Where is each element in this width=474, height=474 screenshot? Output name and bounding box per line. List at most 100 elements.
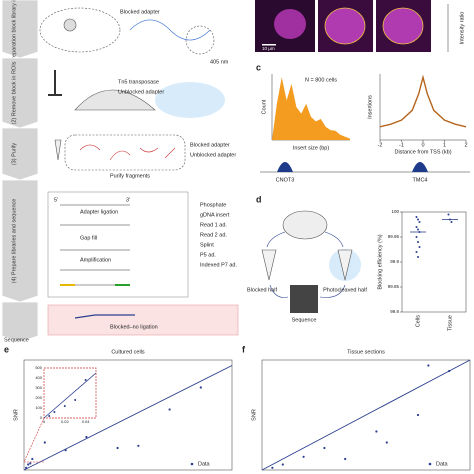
y-axis-label: Blocking efficiency (%)	[377, 234, 383, 289]
point	[31, 457, 34, 461]
annotation: Unblocked adapter	[190, 152, 236, 158]
dot	[415, 226, 418, 228]
plot-frame	[23, 359, 233, 471]
point	[281, 463, 284, 466]
chart-title: Cultured cells	[111, 349, 145, 355]
diagram-label: Blocked half	[247, 287, 277, 293]
cells	[282, 210, 328, 240]
point	[48, 415, 51, 417]
axis-label: Intensity ratio	[459, 12, 465, 45]
chart-title: Tissue sections	[347, 349, 385, 355]
inset-pointer	[23, 417, 45, 463]
dot	[417, 218, 419, 221]
dot	[417, 241, 419, 243]
y-tick-label: 99.85	[388, 284, 400, 289]
y-tick-label: 99.9	[390, 259, 399, 264]
legend-marker	[428, 462, 432, 466]
annotation: Adapter ligation	[80, 209, 118, 215]
x-tick-label: Tissue	[447, 315, 453, 331]
diagram-label: Photocleaved half	[323, 287, 367, 293]
y-tick-label: 99.95	[388, 234, 400, 239]
step-arrow	[1, 57, 39, 129]
point	[427, 364, 430, 367]
x-axis-label: Distance from TSS (kb)	[394, 149, 451, 155]
step-arrow	[1, 127, 39, 181]
annotation: Purify fragments	[110, 173, 150, 179]
fragments	[79, 144, 176, 161]
sequencer	[290, 285, 318, 313]
fit-line	[43, 372, 97, 419]
x-tick-label: 0.02	[61, 419, 70, 424]
dna	[129, 19, 211, 41]
diagram-label: Sequence	[292, 317, 317, 323]
strand-end: 5'	[54, 197, 58, 203]
step-label: (1) Preparation block library in situ	[11, 0, 17, 71]
x-tick-label: 0	[421, 142, 424, 148]
annotation: Blocked adapter	[120, 9, 160, 15]
point	[29, 462, 32, 465]
step-label: (2) Remove block in ROIs	[11, 61, 17, 124]
x-tick-label: 2	[464, 142, 467, 148]
annotation: Read 2 ad.	[200, 232, 227, 238]
cell-shape	[74, 89, 156, 111]
y-tick-label: 100	[35, 405, 42, 410]
annotation: Blocked–no ligation	[110, 324, 158, 330]
legend-marker	[190, 462, 194, 466]
nucleus	[382, 7, 424, 45]
plot-frame	[261, 359, 471, 471]
dot	[450, 221, 453, 223]
point	[84, 379, 87, 381]
nucleus	[324, 7, 366, 45]
x-tick-label: -2	[378, 142, 383, 148]
y-tick-label: 100	[391, 209, 399, 214]
y-axis-label: SNR	[251, 409, 257, 421]
x-tick-label: -1	[399, 142, 404, 148]
dot	[418, 221, 421, 223]
panel-label: e	[4, 344, 9, 354]
dot	[415, 236, 418, 238]
protocol-box	[47, 191, 189, 298]
gene-label: TMC4	[413, 177, 428, 183]
y-tick-label: 0	[40, 415, 43, 420]
point	[168, 408, 171, 411]
y-axis-label: Insertions	[367, 95, 373, 119]
blocked-box	[47, 304, 239, 336]
point	[271, 466, 274, 469]
annotation: N = 800 cells	[305, 77, 337, 83]
dot	[417, 256, 419, 258]
dot	[418, 246, 421, 248]
y-tick-label: 400	[35, 375, 42, 380]
point	[323, 446, 326, 450]
dot	[415, 251, 418, 253]
annotation: Amplification	[80, 257, 111, 263]
tube	[337, 249, 353, 281]
zoom	[185, 25, 215, 55]
annotation: P5 ad.	[200, 252, 216, 258]
step-label: (3) Purify	[11, 143, 17, 166]
histogram-area	[272, 77, 350, 140]
panel-label: c	[256, 62, 261, 72]
annotation: Indexed P7 ad.	[200, 262, 237, 268]
cell	[63, 18, 77, 32]
point	[344, 457, 347, 461]
x-tick-label: Cells	[415, 315, 421, 327]
strand-end: 3'	[126, 197, 130, 203]
inset-frame	[43, 367, 97, 419]
y-tick-label: 200	[35, 395, 42, 400]
y-axis-label: Count	[261, 99, 267, 114]
step-arrow	[1, 0, 39, 59]
step-arrow	[1, 179, 39, 303]
fit-line	[23, 365, 233, 471]
step-label: Sequence	[4, 337, 29, 343]
panel-label: f	[242, 344, 246, 354]
tube	[261, 249, 277, 281]
point	[74, 399, 77, 401]
point	[116, 446, 119, 450]
dot	[415, 216, 418, 218]
legend-label: Data	[198, 461, 211, 467]
tube	[54, 139, 62, 161]
strands	[60, 204, 130, 286]
nucleus	[39, 7, 121, 53]
gene-label: CNOT3	[276, 177, 295, 183]
